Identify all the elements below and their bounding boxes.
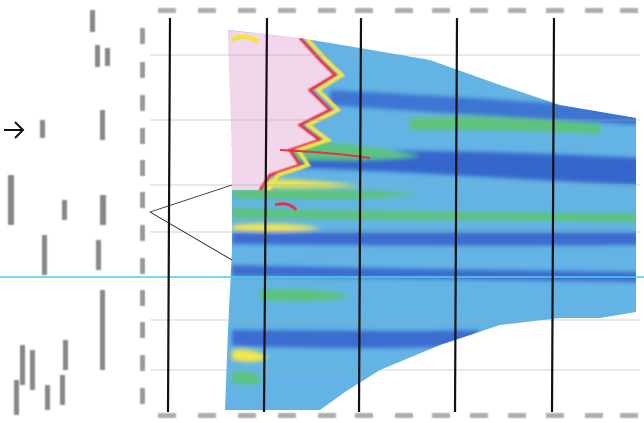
scanned-contour-plot xyxy=(0,0,644,423)
